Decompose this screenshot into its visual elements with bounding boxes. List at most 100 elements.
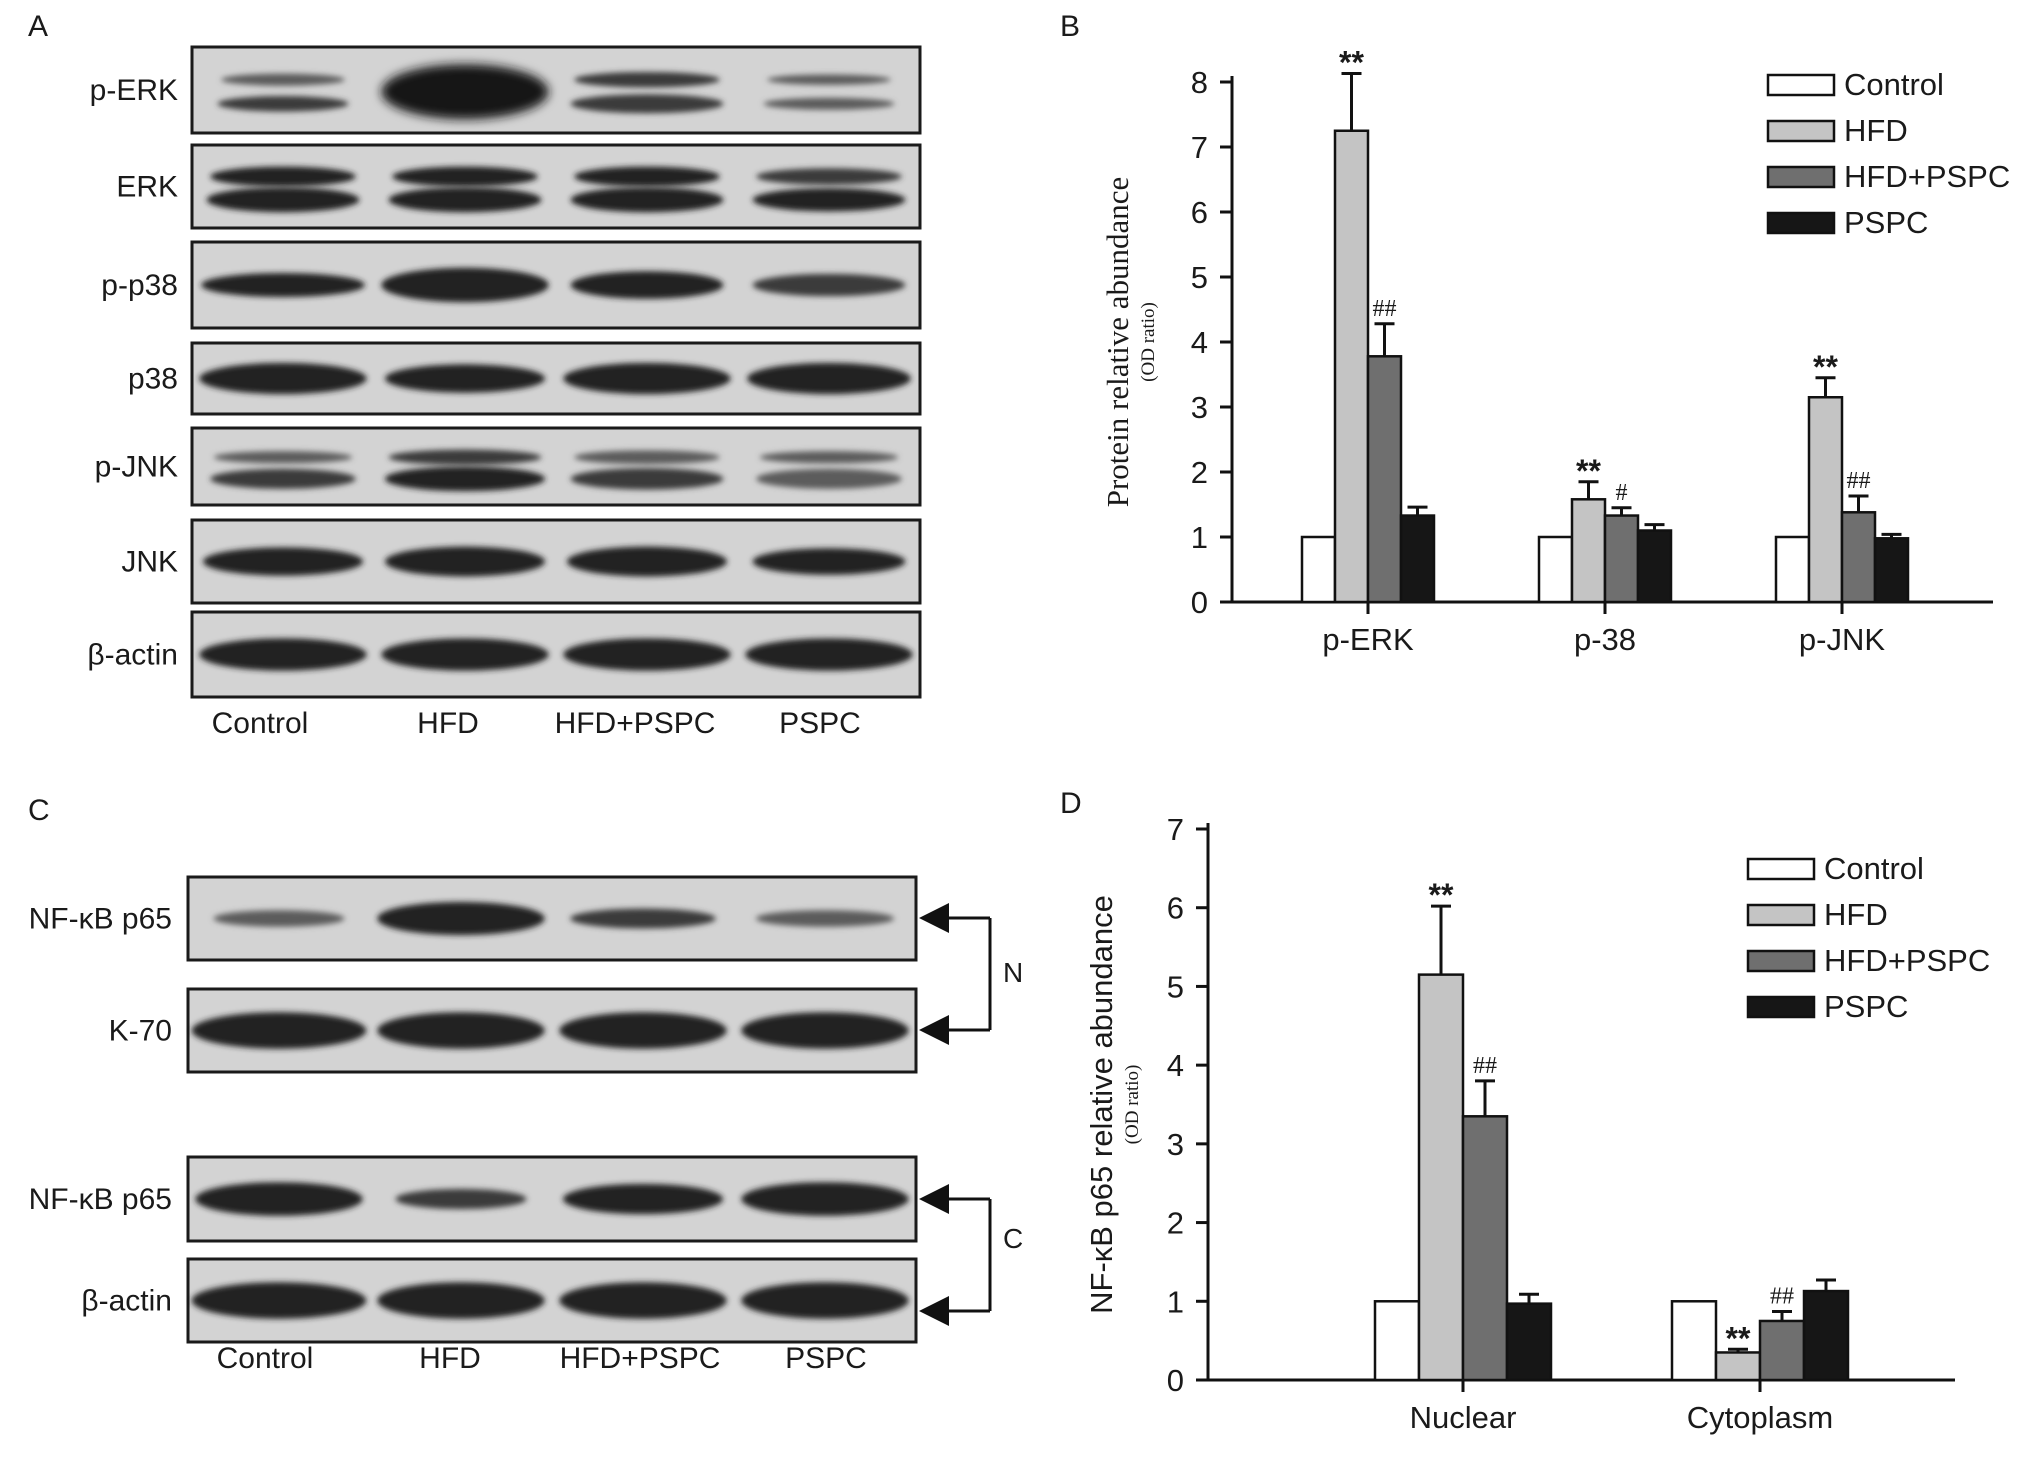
protein-band (741, 1182, 909, 1216)
significance-mark: # (1616, 480, 1628, 506)
bracket-cytoplasm-label: C (1003, 1223, 1023, 1254)
y-tick-label: 2 (1167, 1206, 1184, 1241)
bar-control-cytoplasm (1670, 1300, 1718, 1382)
legend-swatch-control (1766, 73, 1836, 97)
protein-band (388, 449, 542, 465)
bar-pspc-p-erk (1399, 514, 1436, 604)
blot-strip: p-JNK (95, 426, 922, 507)
protein-band (388, 187, 542, 213)
protein-band (755, 910, 895, 927)
blot-lane-label: HFD+PSPC (555, 707, 716, 740)
bar-pspc-p-jnk (1873, 537, 1910, 604)
legend: Control HFD HFD+PSPC PSPC (1746, 851, 1990, 1024)
protein-band (191, 1012, 367, 1049)
bar-hfd-pspc-p-38 (1603, 514, 1640, 604)
blot-row-label: ERK (116, 171, 178, 204)
blot-strip: ERK (116, 143, 922, 230)
legend-label-hfd: HFD (1844, 113, 1908, 148)
protein-band (392, 166, 538, 187)
significance-mark: ** (1339, 45, 1364, 81)
blot-strip-frame (190, 426, 922, 507)
y-tick-label: 1 (1167, 1284, 1184, 1319)
protein-band (741, 1012, 909, 1049)
blot-strip-frame (190, 143, 922, 230)
protein-band (563, 362, 731, 395)
blot-row-label: NF-κB p65 (29, 1183, 172, 1216)
protein-band (570, 187, 724, 213)
y-tick-label: 5 (1167, 969, 1184, 1004)
panel-letter-a: A (28, 10, 48, 43)
protein-band (381, 638, 549, 671)
protein-band (381, 267, 549, 303)
blot-row-label: p38 (128, 363, 178, 396)
protein-band (570, 468, 724, 490)
bar-hfd-pspc-p-erk (1366, 355, 1403, 604)
protein-band (384, 364, 546, 393)
y-tick-label: 1 (1191, 520, 1208, 555)
y-tick-label: 5 (1191, 260, 1208, 295)
protein-band (213, 910, 345, 927)
blot-strip: p-p38 (101, 240, 922, 330)
significance-mark: ** (1726, 1320, 1751, 1356)
blot-lane-label: Control (217, 1342, 314, 1375)
y-tick-label: 4 (1167, 1048, 1184, 1083)
y-tick-label: 7 (1191, 130, 1208, 165)
fraction-brackets: N C (919, 903, 1023, 1326)
y-axis-label: Protein relative abundance (1100, 177, 1135, 508)
protein-band (570, 94, 724, 114)
protein-band (767, 74, 891, 85)
legend-label-control: Control (1844, 67, 1944, 102)
bar-control-nuclear (1373, 1300, 1421, 1382)
protein-band (747, 362, 911, 395)
protein-band (759, 451, 899, 464)
panel-letter-c: C (28, 794, 50, 827)
bar-hfd-cytoplasm (1714, 1351, 1762, 1382)
protein-band (574, 450, 720, 465)
significance-mark: ** (1576, 453, 1601, 489)
blot-row-label: β-actin (87, 639, 178, 672)
protein-band (559, 1282, 727, 1319)
western-blot-a: p-ERK ERK p-p38 p38 p-JNK JNK β-actin Control HF… (87, 45, 922, 740)
protein-band (752, 188, 906, 212)
legend-swatch-control (1746, 857, 1816, 881)
western-blot-c: NF-κB p65 K-70 NF-κB p65 β-actin Control HFD H… (29, 875, 918, 1375)
blot-strip: β-actin (87, 610, 922, 699)
bar-pspc-p-38 (1636, 529, 1673, 604)
panel-letter-d: D (1060, 787, 1082, 820)
blot-lane-label: PSPC (785, 1342, 867, 1375)
x-category-label-p-38: p-38 (1574, 622, 1636, 657)
protein-band (741, 1282, 909, 1319)
blot-row-label: p-JNK (95, 451, 178, 484)
x-category-label-p-jnk: p-JNK (1799, 622, 1885, 657)
x-category-label-cytoplasm: Cytoplasm (1687, 1400, 1833, 1435)
blot-lane-label: HFD (419, 1342, 481, 1375)
legend-swatch-hfd-pspc (1766, 165, 1836, 189)
blot-strip: JNK (121, 518, 922, 605)
y-tick-label: 0 (1191, 585, 1208, 620)
protein-band (745, 638, 913, 671)
blot-strip: NF-κB p65 (29, 875, 918, 962)
bar-pspc-nuclear (1505, 1302, 1553, 1382)
legend-label-pspc: PSPC (1824, 989, 1908, 1024)
protein-band (210, 468, 356, 489)
significance-mark: ## (1373, 296, 1397, 322)
bar-hfd-nuclear (1417, 973, 1465, 1382)
bar-control-p-erk (1300, 535, 1337, 604)
protein-band (377, 1012, 545, 1049)
legend-swatch-hfd-pspc (1746, 949, 1816, 973)
protein-band (381, 64, 549, 120)
legend-swatch-pspc (1746, 995, 1816, 1019)
protein-band (217, 96, 349, 112)
protein-band (563, 638, 731, 671)
legend-label-pspc: PSPC (1844, 205, 1928, 240)
bar-control-p-jnk (1774, 535, 1811, 604)
y-tick-label: 2 (1191, 455, 1208, 490)
blot-lane-label: HFD+PSPC (560, 1342, 721, 1375)
significance-mark: ## (1473, 1053, 1497, 1079)
protein-band (756, 468, 902, 489)
blot-row-label: β-actin (81, 1285, 172, 1318)
x-category-label-p-erk: p-ERK (1322, 622, 1414, 657)
protein-band (213, 451, 353, 464)
protein-band (377, 901, 545, 936)
y-tick-label: 3 (1167, 1127, 1184, 1162)
